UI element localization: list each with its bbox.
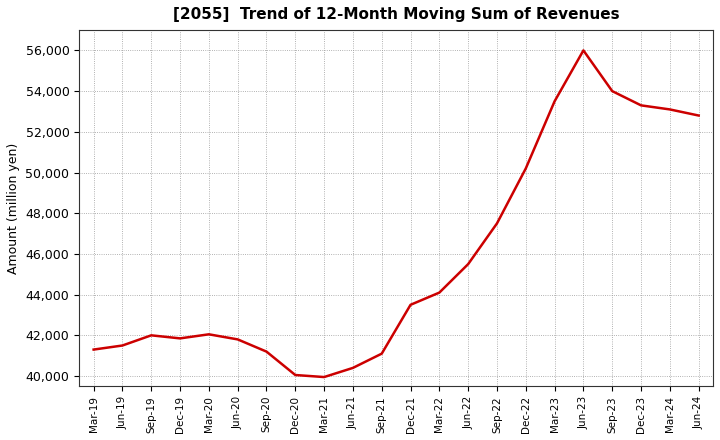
Title: [2055]  Trend of 12-Month Moving Sum of Revenues: [2055] Trend of 12-Month Moving Sum of R… bbox=[173, 7, 619, 22]
Y-axis label: Amount (million yen): Amount (million yen) bbox=[7, 143, 20, 274]
